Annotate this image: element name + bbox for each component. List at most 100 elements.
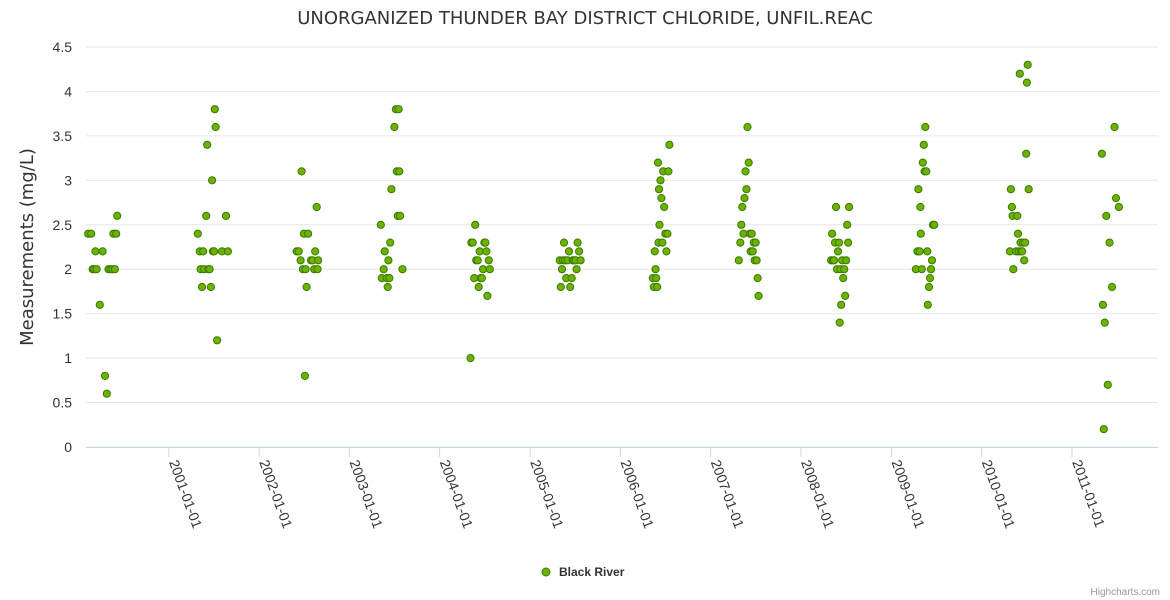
- data-point[interactable]: [1022, 149, 1031, 158]
- data-point[interactable]: [475, 247, 484, 256]
- data-point[interactable]: [841, 291, 850, 300]
- data-point[interactable]: [466, 354, 475, 363]
- data-point[interactable]: [573, 238, 582, 247]
- data-point[interactable]: [297, 167, 306, 176]
- data-point[interactable]: [197, 282, 207, 292]
- data-point[interactable]: [744, 158, 753, 167]
- data-point[interactable]: [651, 265, 660, 274]
- data-point[interactable]: [918, 158, 927, 167]
- data-point[interactable]: [483, 291, 492, 300]
- data-point[interactable]: [575, 247, 584, 256]
- data-point[interactable]: [837, 300, 846, 309]
- data-point[interactable]: [213, 336, 222, 345]
- data-point[interactable]: [383, 282, 392, 292]
- data-point[interactable]: [650, 247, 659, 256]
- data-point[interactable]: [1098, 300, 1108, 309]
- data-point[interactable]: [87, 229, 96, 238]
- data-point[interactable]: [1023, 60, 1032, 69]
- data-point[interactable]: [203, 140, 212, 149]
- data-point[interactable]: [398, 265, 407, 274]
- data-point[interactable]: [924, 282, 934, 292]
- data-point[interactable]: [314, 256, 323, 265]
- data-point[interactable]: [742, 185, 751, 194]
- data-point[interactable]: [557, 265, 567, 274]
- data-point[interactable]: [734, 256, 743, 265]
- data-point[interactable]: [917, 265, 926, 274]
- data-point[interactable]: [296, 256, 305, 265]
- data-point[interactable]: [113, 211, 122, 220]
- data-point[interactable]: [302, 282, 311, 292]
- data-point[interactable]: [386, 238, 395, 247]
- data-point[interactable]: [95, 300, 104, 309]
- data-point[interactable]: [1021, 238, 1030, 247]
- data-point[interactable]: [485, 265, 494, 274]
- data-point[interactable]: [747, 229, 756, 238]
- data-point[interactable]: [211, 122, 220, 132]
- data-point[interactable]: [385, 274, 394, 283]
- data-point[interactable]: [834, 238, 844, 247]
- data-point[interactable]: [833, 247, 843, 256]
- data-point[interactable]: [916, 202, 925, 212]
- data-point[interactable]: [660, 202, 669, 212]
- data-point[interactable]: [387, 185, 396, 194]
- data-point[interactable]: [473, 256, 482, 265]
- data-point[interactable]: [566, 282, 575, 292]
- data-point[interactable]: [831, 202, 841, 212]
- data-point[interactable]: [1013, 229, 1023, 238]
- data-point[interactable]: [304, 229, 313, 238]
- data-point[interactable]: [741, 167, 750, 176]
- data-point[interactable]: [1013, 211, 1022, 220]
- data-point[interactable]: [312, 202, 321, 212]
- data-point[interactable]: [210, 247, 219, 256]
- data-point[interactable]: [748, 247, 757, 256]
- data-point[interactable]: [740, 194, 749, 203]
- data-point[interactable]: [664, 167, 673, 176]
- data-point[interactable]: [665, 140, 674, 149]
- data-point[interactable]: [110, 265, 120, 274]
- data-point[interactable]: [663, 229, 672, 238]
- data-point[interactable]: [1006, 185, 1016, 194]
- data-point[interactable]: [1007, 202, 1017, 212]
- data-point[interactable]: [843, 220, 852, 229]
- data-point[interactable]: [396, 211, 405, 220]
- data-point[interactable]: [835, 318, 844, 327]
- data-point[interactable]: [313, 265, 322, 274]
- data-point[interactable]: [840, 265, 849, 274]
- data-point[interactable]: [206, 282, 215, 292]
- data-point[interactable]: [100, 371, 110, 380]
- legend-marker-black-river[interactable]: [541, 567, 551, 577]
- data-point[interactable]: [844, 238, 853, 247]
- data-point[interactable]: [223, 247, 232, 256]
- data-point[interactable]: [1102, 211, 1111, 220]
- data-point[interactable]: [564, 247, 574, 256]
- legend[interactable]: Black River: [541, 565, 625, 579]
- data-point[interactable]: [655, 220, 664, 229]
- data-point[interactable]: [384, 256, 393, 265]
- data-point[interactable]: [1022, 78, 1032, 87]
- data-point[interactable]: [754, 291, 763, 300]
- data-point[interactable]: [576, 256, 585, 265]
- data-point[interactable]: [830, 256, 839, 265]
- data-point[interactable]: [927, 256, 937, 265]
- data-point[interactable]: [556, 282, 565, 292]
- data-point[interactable]: [662, 247, 671, 256]
- data-point[interactable]: [1020, 256, 1029, 265]
- data-point[interactable]: [395, 167, 404, 176]
- data-point[interactable]: [221, 211, 231, 220]
- data-point[interactable]: [923, 247, 932, 256]
- data-point[interactable]: [1110, 122, 1119, 132]
- data-point[interactable]: [484, 256, 493, 265]
- data-point[interactable]: [1100, 318, 1109, 327]
- data-point[interactable]: [738, 202, 747, 212]
- data-point[interactable]: [842, 256, 851, 265]
- data-point[interactable]: [753, 274, 762, 283]
- data-point[interactable]: [559, 238, 569, 247]
- data-point[interactable]: [845, 202, 854, 212]
- data-point[interactable]: [205, 265, 214, 274]
- data-point[interactable]: [199, 247, 208, 256]
- data-point[interactable]: [1097, 149, 1107, 158]
- data-point[interactable]: [737, 220, 746, 229]
- data-point[interactable]: [930, 220, 939, 229]
- data-point[interactable]: [394, 105, 403, 114]
- data-point[interactable]: [193, 229, 202, 238]
